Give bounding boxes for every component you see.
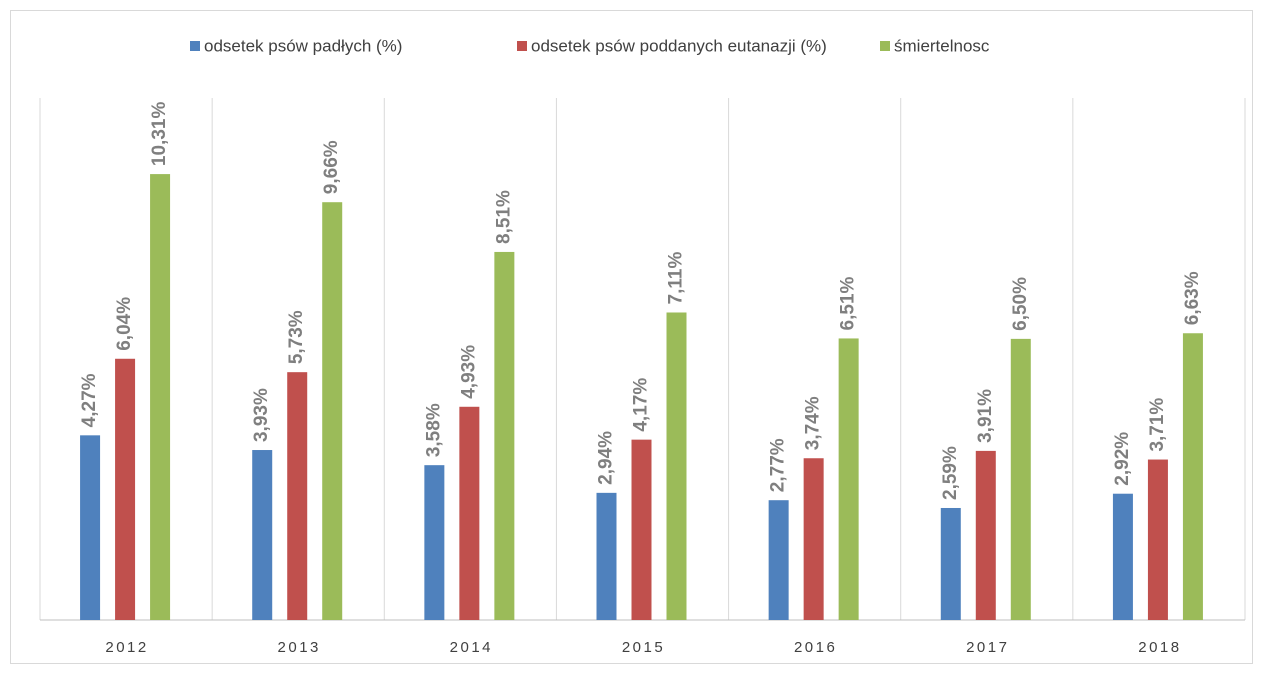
bar: [803, 458, 824, 620]
bar: [940, 507, 961, 620]
data-label: 6,63%: [1182, 271, 1203, 325]
data-label: 4,93%: [458, 345, 479, 399]
data-label: 4,17%: [631, 378, 652, 432]
data-label: 3,93%: [251, 388, 272, 442]
bar: [494, 251, 515, 620]
bar: [838, 338, 859, 620]
bar: [322, 202, 343, 620]
data-label: 3,71%: [1147, 398, 1168, 452]
data-label: 6,50%: [1010, 277, 1031, 331]
legend-label: odsetek psów poddanych eutanazji (%): [531, 36, 827, 55]
x-tick-label: 2016: [794, 639, 837, 656]
data-label: 2,94%: [596, 431, 617, 485]
data-label: 8,51%: [493, 190, 514, 244]
bar: [768, 500, 789, 620]
bar: [1010, 338, 1031, 620]
data-label: 6,51%: [838, 276, 859, 330]
x-tick-label: 2015: [622, 639, 665, 656]
data-label: 5,73%: [286, 310, 307, 364]
data-label: 9,66%: [321, 140, 342, 194]
data-label: 2,77%: [768, 438, 789, 492]
bar: [252, 450, 273, 620]
data-label: 3,58%: [423, 403, 444, 457]
bar: [287, 372, 308, 620]
legend-label: odsetek psów padłych (%): [204, 36, 402, 55]
legend-swatch: [517, 41, 527, 51]
x-tick-label: 2014: [450, 639, 493, 656]
bar: [975, 450, 996, 620]
data-label: 6,04%: [114, 297, 135, 351]
legend-label: śmiertelnosc: [894, 36, 990, 55]
bar: [1182, 333, 1203, 620]
bar: [666, 312, 687, 620]
data-label: 2,59%: [940, 446, 961, 500]
bar: [596, 492, 617, 620]
bar: [150, 174, 171, 620]
bar: [459, 406, 480, 620]
data-label: 4,27%: [79, 373, 100, 427]
data-label: 2,92%: [1112, 432, 1133, 486]
x-tick-label: 2018: [1138, 639, 1181, 656]
data-label: 7,11%: [666, 252, 687, 305]
legend-swatch: [190, 41, 200, 51]
bar: [1112, 493, 1133, 620]
bar: [115, 358, 136, 620]
bar: [1147, 459, 1168, 620]
bar: [80, 435, 101, 620]
data-label: 10,31%: [149, 102, 170, 167]
x-tick-label: 2012: [105, 639, 148, 656]
x-tick-label: 2017: [966, 639, 1009, 656]
bar: [424, 465, 445, 620]
data-label: 3,91%: [975, 389, 996, 443]
x-tick-label: 2013: [278, 639, 321, 656]
bar: [631, 439, 652, 620]
legend-swatch: [880, 41, 890, 51]
data-label: 3,74%: [803, 396, 824, 450]
